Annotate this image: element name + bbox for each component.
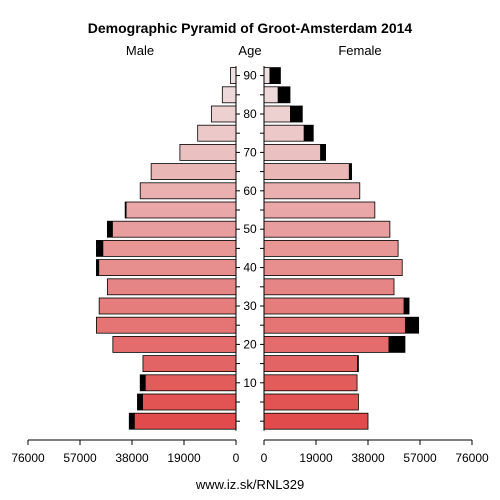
female-foreign-bar-15-19 xyxy=(357,355,359,372)
female-bar-5-9 xyxy=(263,393,359,411)
male-x-tick-label-57000: 57000 xyxy=(63,451,97,465)
male-bar-25-29 xyxy=(96,316,237,334)
female-bar-25-29 xyxy=(263,316,420,334)
footer-url: www.iz.sk/RNL329 xyxy=(195,477,304,492)
age-label: Age xyxy=(238,43,261,58)
male-foreign-bar-10-14 xyxy=(140,374,146,391)
male-bar-75-79 xyxy=(197,124,237,142)
male-bar-60-64 xyxy=(139,182,237,200)
male-foreign-bar-45-49 xyxy=(96,240,104,257)
male-x-tick-label-19000: 19000 xyxy=(167,451,201,465)
male-bar-10-14 xyxy=(139,374,237,392)
axes-group: 10 20 30 40 50 60 70 80 90 0 0 19000 19000 38000 38000… xyxy=(11,66,489,465)
female-bar-30-34 xyxy=(263,297,410,315)
chart-title: Demographic Pyramid of Groot-Amsterdam 2… xyxy=(88,20,413,36)
age-tick-label-20: 20 xyxy=(243,337,257,351)
female-foreign-bar-80-84 xyxy=(290,106,303,122)
bars-group xyxy=(96,67,420,430)
female-bar-15-19 xyxy=(263,355,359,373)
female-foreign-bar-30-34 xyxy=(403,298,410,314)
male-label: Male xyxy=(126,43,154,58)
female-foreign-bar-85-89 xyxy=(277,86,290,103)
female-foreign-bar-65-69 xyxy=(348,163,352,180)
female-foreign-bar-75-79 xyxy=(303,125,314,142)
male-foreign-bar-40-44 xyxy=(96,259,100,276)
female-bar-50-54 xyxy=(263,220,391,238)
female-label: Female xyxy=(338,43,381,58)
female-bar-20-24 xyxy=(263,335,406,353)
female-bar-45-49 xyxy=(263,239,399,257)
female-bar-55-59 xyxy=(263,201,376,219)
age-tick-label-30: 30 xyxy=(243,299,257,313)
age-tick-label-70: 70 xyxy=(243,145,257,159)
age-tick-label-80: 80 xyxy=(243,107,257,121)
female-foreign-bar-25-29 xyxy=(404,317,419,334)
female-foreign-bar-90-94 xyxy=(269,67,281,84)
age-tick-label-90: 90 xyxy=(243,69,257,83)
female-foreign-bar-70-74 xyxy=(320,144,326,161)
age-tick-label-50: 50 xyxy=(243,222,257,236)
male-x-tick-label-76000: 76000 xyxy=(11,451,45,465)
male-x-tick-label-38000: 38000 xyxy=(115,451,149,465)
male-bar-50-54 xyxy=(106,220,237,238)
female-foreign-bar-20-24 xyxy=(388,336,405,353)
male-bar-20-24 xyxy=(112,335,237,353)
male-bar-30-34 xyxy=(98,297,237,315)
male-foreign-bar-5-9 xyxy=(137,394,143,410)
female-x-tick-label-76000: 76000 xyxy=(455,451,489,465)
female-bar-60-64 xyxy=(263,182,361,200)
female-x-tick-label-19000: 19000 xyxy=(299,451,333,465)
male-bar-90-94 xyxy=(230,67,237,84)
male-x-tick-label-0: 0 xyxy=(233,451,240,465)
male-bar-40-44 xyxy=(96,259,237,277)
female-x-tick-label-0: 0 xyxy=(261,451,268,465)
female-bar-65-69 xyxy=(263,163,352,181)
female-x-tick-label-38000: 38000 xyxy=(351,451,385,465)
male-bar-65-69 xyxy=(150,163,237,181)
female-x-tick-label-57000: 57000 xyxy=(403,451,437,465)
age-tick-label-40: 40 xyxy=(243,261,257,275)
age-tick-label-60: 60 xyxy=(243,184,257,198)
male-bar-80-84 xyxy=(210,105,237,123)
female-bar-0-4 xyxy=(263,412,369,430)
male-foreign-bar-0-4 xyxy=(129,413,135,430)
female-bar-10-14 xyxy=(263,374,358,392)
male-bar-0-4 xyxy=(128,412,237,430)
male-bar-70-74 xyxy=(179,143,237,161)
male-foreign-bar-50-54 xyxy=(107,221,113,238)
male-foreign-bar-55-59 xyxy=(125,202,127,218)
male-bar-35-39 xyxy=(106,278,237,296)
female-bar-40-44 xyxy=(263,259,403,277)
male-bar-85-89 xyxy=(221,86,237,104)
male-bar-5-9 xyxy=(137,393,237,411)
female-bar-70-74 xyxy=(263,143,326,161)
male-bar-15-19 xyxy=(142,355,237,373)
male-bar-55-59 xyxy=(124,201,237,219)
female-bar-35-39 xyxy=(263,278,395,296)
male-bar-45-49 xyxy=(96,239,237,257)
age-tick-label-10: 10 xyxy=(243,376,257,390)
